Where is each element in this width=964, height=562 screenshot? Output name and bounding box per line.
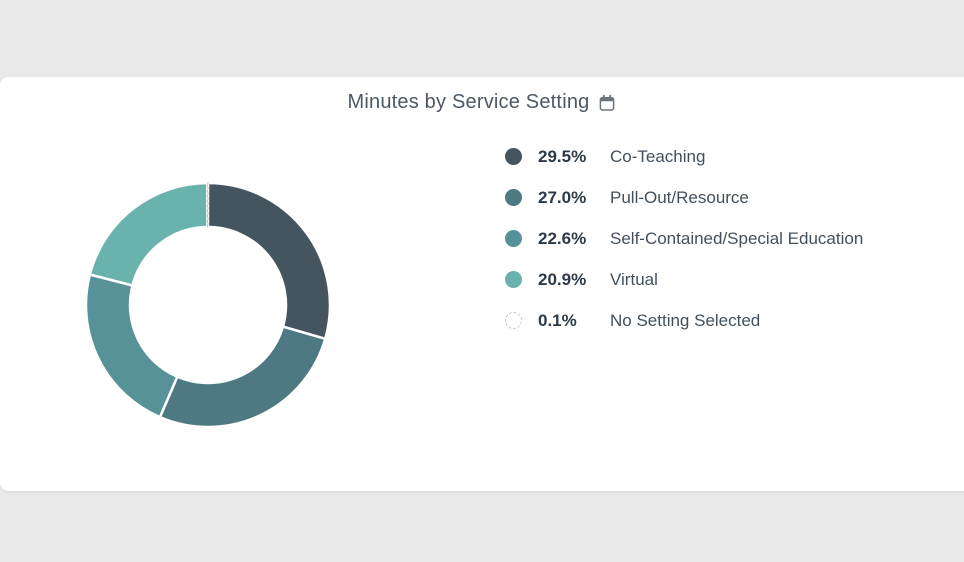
legend-item[interactable]: 20.9% Virtual xyxy=(505,259,863,300)
calendar-icon[interactable] xyxy=(598,94,616,112)
donut-slice-no-setting-selected[interactable] xyxy=(206,182,209,228)
legend-item[interactable]: 29.5% Co-Teaching xyxy=(505,136,863,177)
legend-marker xyxy=(505,230,522,247)
donut-slice-virtual[interactable] xyxy=(88,181,209,287)
legend-label: No Setting Selected xyxy=(610,310,761,330)
legend-percent: 29.5% xyxy=(538,146,587,166)
donut-slice-co-teaching[interactable] xyxy=(206,181,332,341)
legend-item[interactable]: 0.1% No Setting Selected xyxy=(505,300,863,341)
legend-label: Virtual xyxy=(610,269,658,289)
legend-item[interactable]: 27.0% Pull-Out/Resource xyxy=(505,177,863,218)
donut-slice-pull-out-resource[interactable] xyxy=(158,325,327,429)
legend-marker xyxy=(505,189,522,206)
chart-card: Minutes by Service Setting 29.5% Co-Teach… xyxy=(0,77,964,491)
legend-label: Co-Teaching xyxy=(610,146,706,166)
legend-label: Self-Contained/Special Education xyxy=(610,228,864,248)
legend-percent: 27.0% xyxy=(538,187,587,207)
legend-percent: 20.9% xyxy=(538,269,587,289)
donut-slice-self-contained-special-education[interactable] xyxy=(84,273,179,419)
chart-title-row: Minutes by Service Setting xyxy=(0,91,964,114)
donut-chart[interactable] xyxy=(83,180,333,430)
legend-percent: 0.1% xyxy=(538,310,577,330)
chart-legend: 29.5% Co-Teaching 27.0% Pull-Out/Resource 22… xyxy=(505,136,863,341)
legend-marker xyxy=(505,148,522,165)
legend-label: Pull-Out/Resource xyxy=(610,187,749,207)
chart-title: Minutes by Service Setting xyxy=(347,91,590,113)
legend-marker xyxy=(505,271,522,288)
legend-item[interactable]: 22.6% Self-Contained/Special Education xyxy=(505,218,863,259)
legend-percent: 22.6% xyxy=(538,228,587,248)
legend-marker xyxy=(505,312,522,329)
